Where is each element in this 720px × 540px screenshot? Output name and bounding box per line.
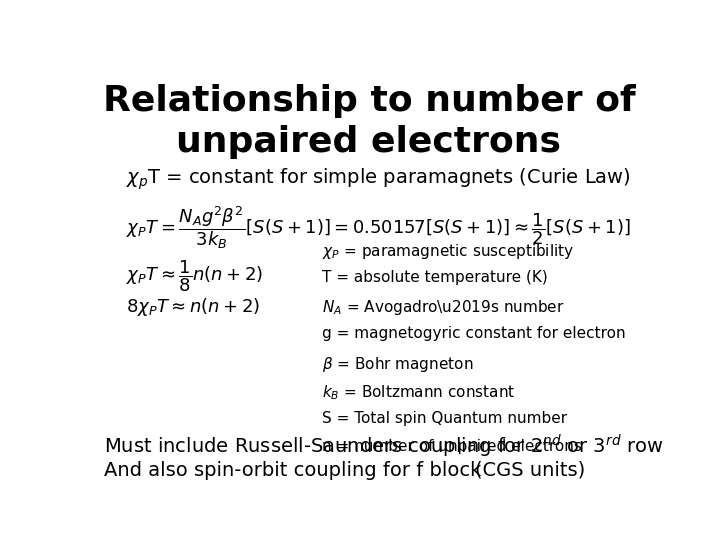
- Text: $k_B$ = Boltzmann constant: $k_B$ = Boltzmann constant: [322, 383, 515, 402]
- Text: $N_A$ = Avogadro\u2019s number: $N_A$ = Avogadro\u2019s number: [322, 298, 564, 317]
- Text: And also spin-orbit coupling for f block: And also spin-orbit coupling for f block: [104, 461, 482, 480]
- Text: S = Total spin Quantum number: S = Total spin Quantum number: [322, 411, 567, 426]
- Text: $8\chi_P T \approx n(n+2)$: $8\chi_P T \approx n(n+2)$: [126, 295, 261, 318]
- Text: Relationship to number of: Relationship to number of: [103, 84, 635, 118]
- Text: unpaired electrons: unpaired electrons: [176, 125, 562, 159]
- Text: Must include Russell-Saunders coupling for $2^{nd}$ or $3^{rd}$ row: Must include Russell-Saunders coupling f…: [104, 433, 664, 460]
- Text: T = absolute temperature (K): T = absolute temperature (K): [322, 270, 547, 285]
- Text: $\chi_P T \approx \dfrac{1}{8}n(n+2)$: $\chi_P T \approx \dfrac{1}{8}n(n+2)$: [126, 258, 264, 294]
- Text: n = number of unpaired electrons: n = number of unpaired electrons: [322, 440, 582, 455]
- Text: $\beta$ = Bohr magneton: $\beta$ = Bohr magneton: [322, 355, 473, 374]
- Text: $\chi_P$ = paramagnetic susceptibility: $\chi_P$ = paramagnetic susceptibility: [322, 241, 574, 260]
- Text: $\chi_P T = \dfrac{N_A g^2 \beta^2}{3k_B}[S(S+1)] = 0.50157[S(S+1)] \approx \dfr: $\chi_P T = \dfrac{N_A g^2 \beta^2}{3k_B…: [126, 204, 631, 251]
- Text: $\chi_p$T = constant for simple paramagnets (Curie Law): $\chi_p$T = constant for simple paramagn…: [126, 167, 631, 192]
- Text: (CGS units): (CGS units): [475, 461, 585, 480]
- Text: g = magnetogyric constant for electron: g = magnetogyric constant for electron: [322, 326, 625, 341]
